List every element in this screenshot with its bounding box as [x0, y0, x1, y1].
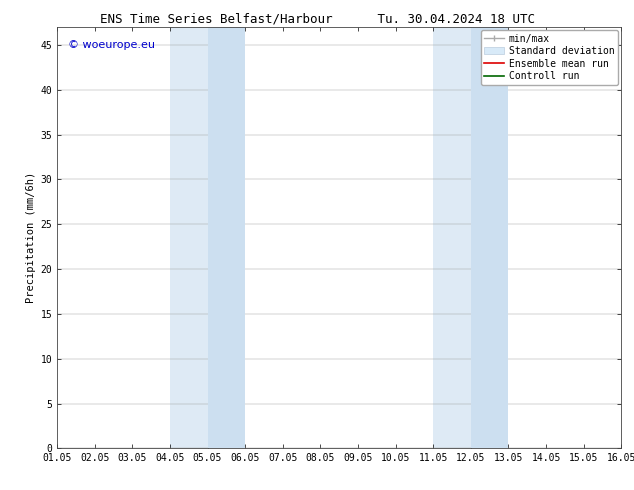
Text: © woeurope.eu: © woeurope.eu — [68, 40, 155, 49]
Y-axis label: Precipitation (mm/6h): Precipitation (mm/6h) — [26, 172, 36, 303]
Bar — [207, 27, 245, 448]
Legend: min/max, Standard deviation, Ensemble mean run, Controll run: min/max, Standard deviation, Ensemble me… — [481, 30, 618, 85]
Bar — [433, 27, 508, 448]
Text: ENS Time Series Belfast/Harbour      Tu. 30.04.2024 18 UTC: ENS Time Series Belfast/Harbour Tu. 30.0… — [100, 12, 534, 25]
Bar — [471, 27, 508, 448]
Bar — [170, 27, 245, 448]
